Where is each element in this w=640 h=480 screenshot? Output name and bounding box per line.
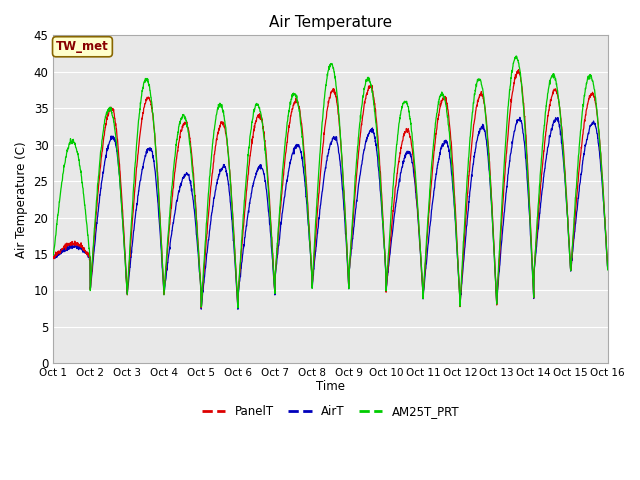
PanelT: [492, 282, 500, 288]
Line: AM25T_PRT: AM25T_PRT: [53, 56, 608, 308]
PanelT: [556, 101, 563, 107]
AirT: [556, 122, 563, 128]
AM25T_PRT: [556, 99, 563, 105]
AirT: [604, 265, 612, 271]
AM25T_PRT: [359, 93, 367, 99]
AM25T_PRT: [571, 210, 579, 216]
AirT: [49, 255, 57, 261]
Line: PanelT: PanelT: [53, 70, 608, 308]
AM25T_PRT: [234, 305, 242, 311]
AirT: [571, 229, 579, 235]
PanelT: [604, 265, 612, 271]
PanelT: [347, 249, 355, 255]
Title: Air Temperature: Air Temperature: [269, 15, 392, 30]
AM25T_PRT: [604, 267, 612, 273]
PanelT: [515, 67, 522, 72]
PanelT: [359, 113, 367, 119]
AM25T_PRT: [513, 53, 520, 59]
PanelT: [49, 254, 57, 260]
AM25T_PRT: [492, 280, 500, 286]
AirT: [234, 306, 242, 312]
AM25T_PRT: [347, 245, 355, 251]
AirT: [347, 253, 355, 259]
AirT: [516, 114, 524, 120]
PanelT: [204, 215, 212, 221]
X-axis label: Time: Time: [316, 380, 345, 393]
Y-axis label: Air Temperature (C): Air Temperature (C): [15, 141, 28, 258]
PanelT: [571, 221, 579, 227]
AirT: [492, 278, 500, 284]
AM25T_PRT: [49, 252, 57, 258]
AirT: [359, 156, 367, 161]
PanelT: [197, 305, 205, 311]
AirT: [204, 242, 212, 248]
Legend: PanelT, AirT, AM25T_PRT: PanelT, AirT, AM25T_PRT: [197, 401, 464, 423]
Text: TW_met: TW_met: [56, 40, 109, 53]
Line: AirT: AirT: [53, 117, 608, 309]
AM25T_PRT: [204, 198, 212, 204]
